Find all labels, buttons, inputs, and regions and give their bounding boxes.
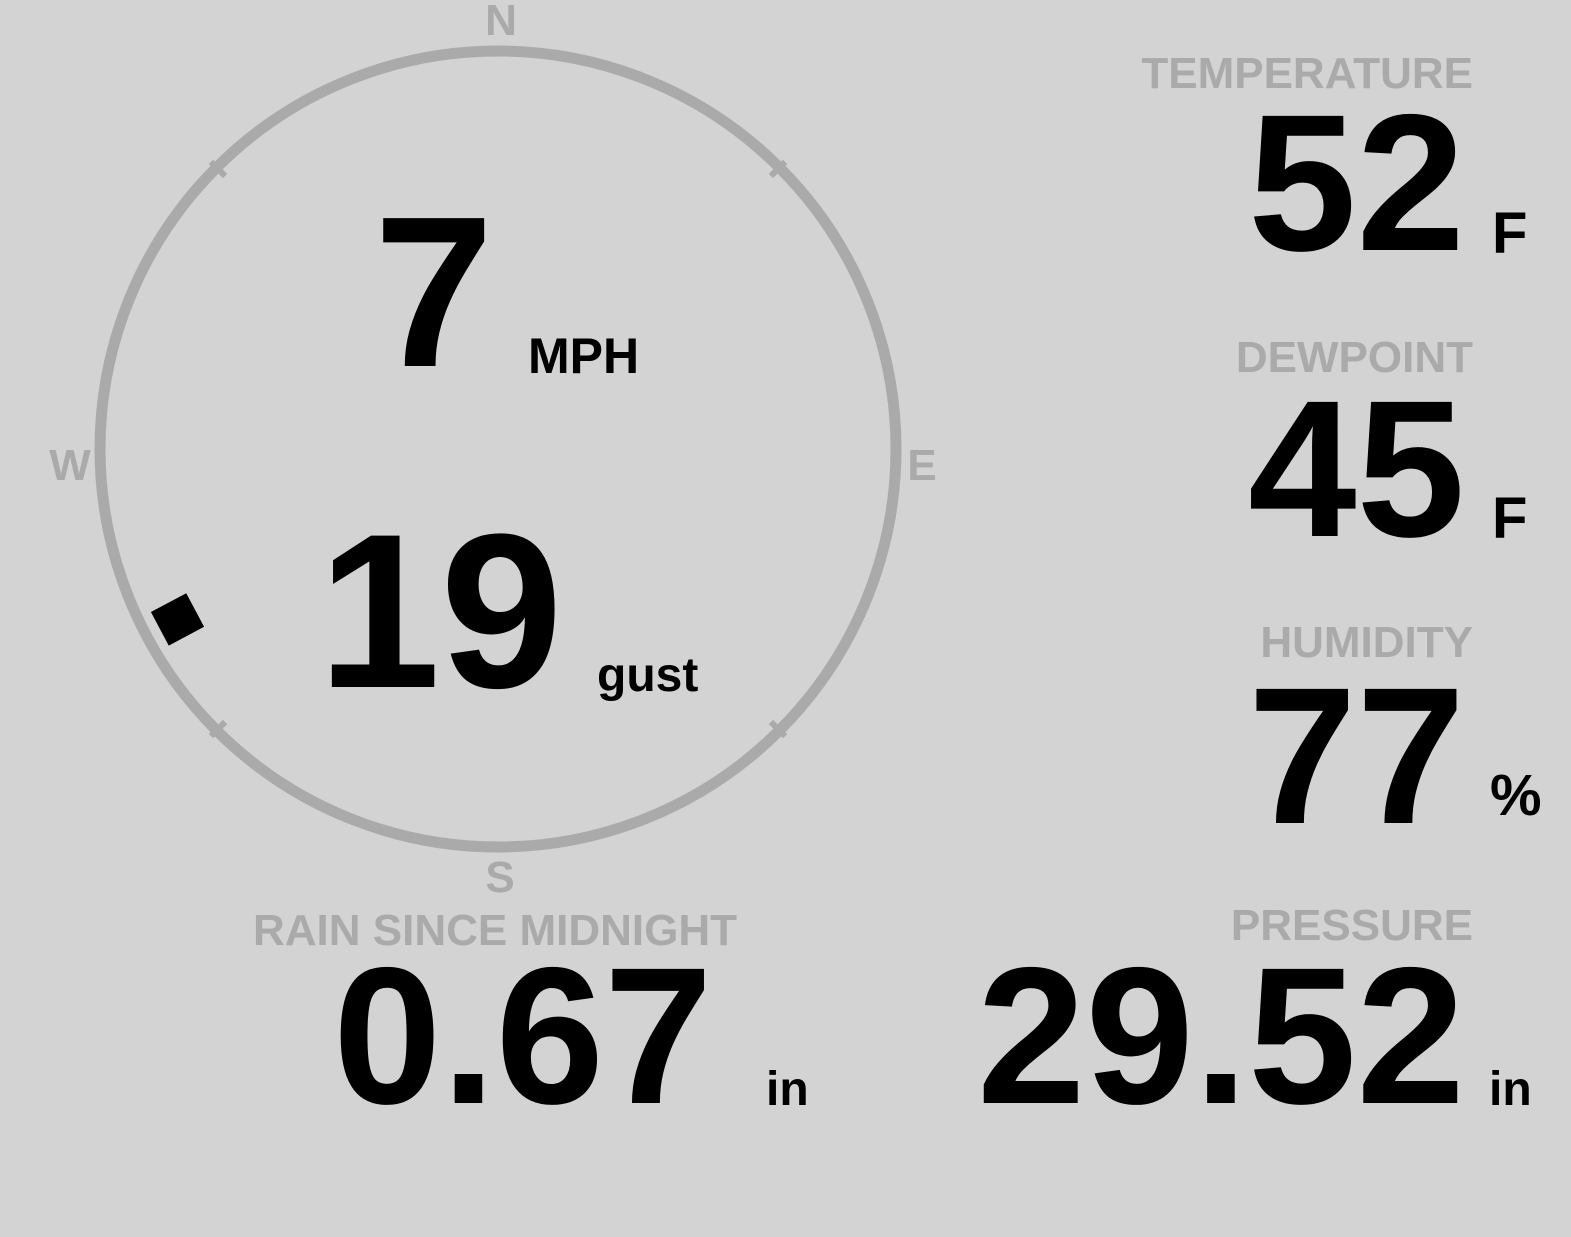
compass-ring — [94, 45, 902, 853]
compass-tick — [208, 159, 228, 179]
dewpoint-unit: F — [1492, 486, 1528, 551]
rain-label: RAIN SINCE MIDNIGHT — [253, 906, 737, 955]
rain-value: 0.67 — [333, 927, 713, 1145]
compass-west-label: W — [49, 441, 91, 490]
rain-unit: in — [766, 1063, 809, 1116]
temperature-unit: F — [1492, 201, 1528, 266]
wind-speed-unit: MPH — [528, 328, 640, 384]
temperature-label: TEMPERATURE — [1141, 49, 1473, 98]
compass-south-label: S — [485, 853, 515, 902]
compass-tick — [768, 159, 788, 179]
wind-direction-indicator — [150, 593, 205, 646]
compass-east-label: E — [907, 441, 937, 490]
dewpoint-value: 45 — [1248, 360, 1465, 578]
compass-north-label: N — [485, 0, 517, 45]
pressure-label: PRESSURE — [1230, 901, 1473, 950]
dewpoint-label: DEWPOINT — [1235, 333, 1473, 382]
wind-gust-unit: gust — [597, 649, 699, 702]
temperature-value: 52 — [1248, 74, 1465, 292]
pressure-value: 29.52 — [977, 927, 1465, 1145]
compass-tick — [768, 719, 788, 739]
humidity-unit: % — [1490, 763, 1542, 828]
compass-tick — [208, 719, 228, 739]
wind-speed-value: 7 — [374, 171, 494, 412]
pressure-unit: in — [1489, 1063, 1532, 1116]
humidity-label: HUMIDITY — [1260, 618, 1473, 667]
humidity-value: 77 — [1248, 647, 1465, 865]
wind-gust-value: 19 — [318, 488, 563, 734]
